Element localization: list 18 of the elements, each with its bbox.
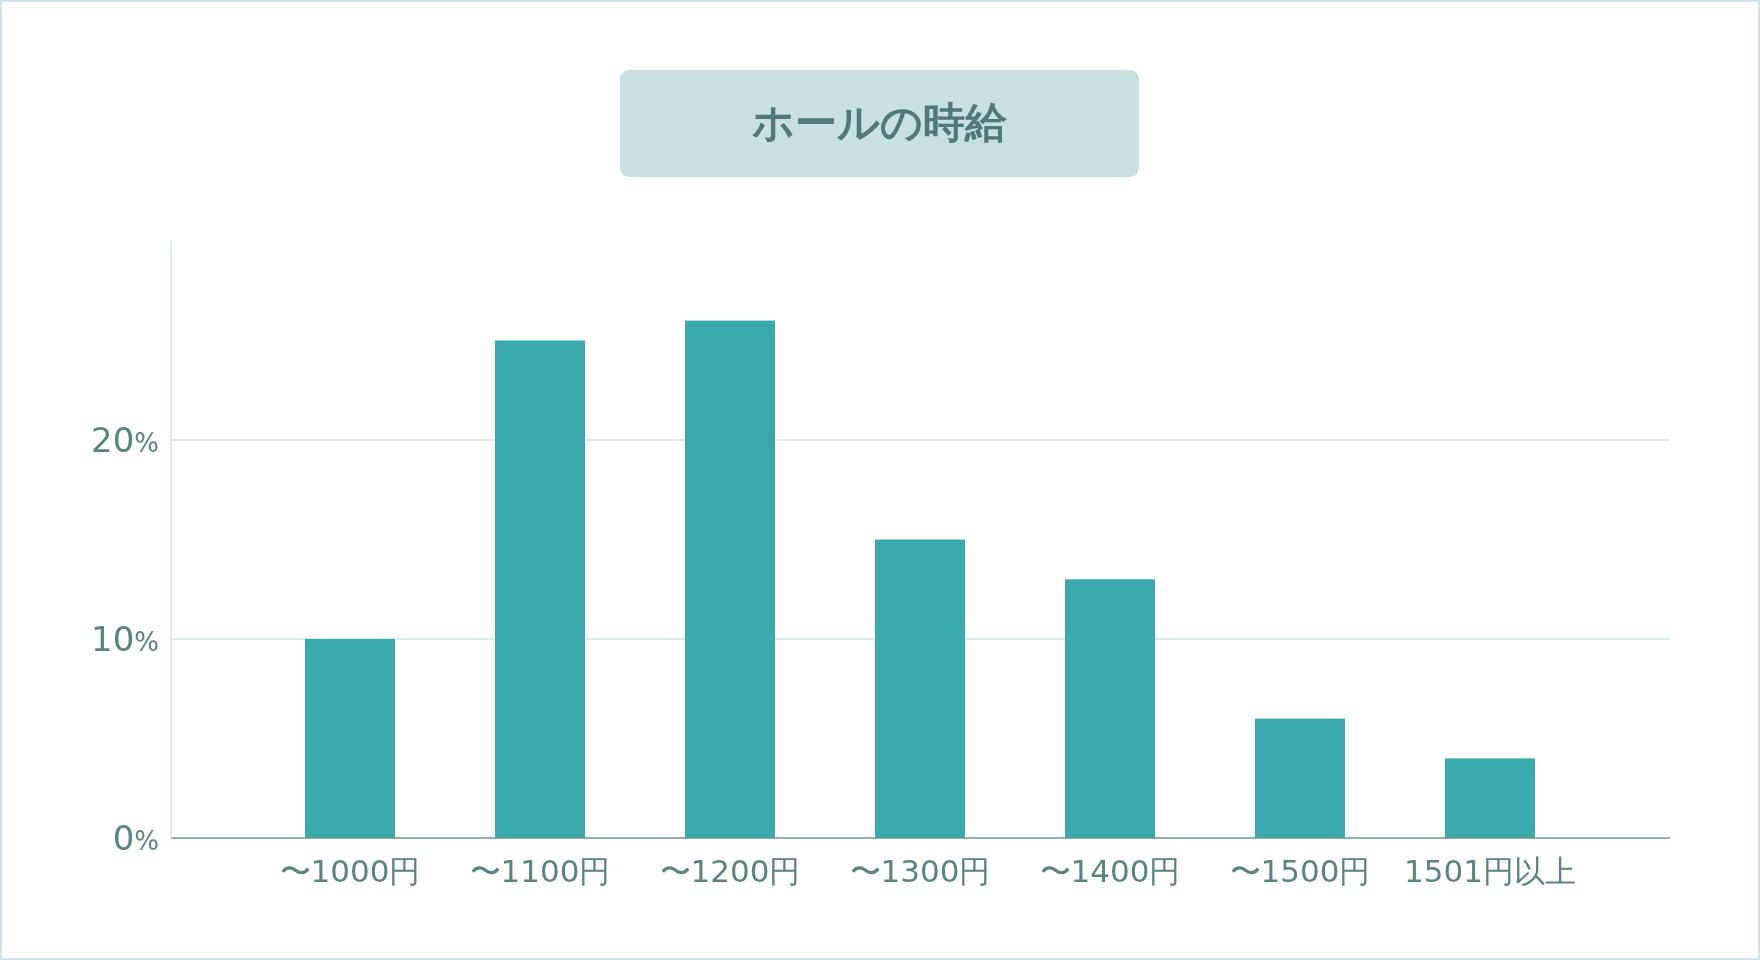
y-tick-label: 0%	[112, 818, 159, 858]
x-tick-label: 1501円以上	[1404, 853, 1576, 889]
x-tick-label: 〜1300円	[849, 853, 991, 889]
x-tick-label: 〜1400円	[1039, 853, 1181, 889]
y-tick-label: 10%	[91, 619, 159, 659]
bar	[1065, 579, 1155, 838]
x-tick-label: 〜1000円	[279, 853, 421, 889]
x-tick-label: 〜1100円	[469, 853, 611, 889]
x-tick-label: 〜1200円	[659, 853, 801, 889]
y-tick-label: 20%	[91, 420, 159, 460]
bar	[875, 539, 965, 838]
bar	[305, 639, 395, 838]
chart-title: ホールの時給	[752, 98, 1008, 147]
bar	[1445, 758, 1535, 838]
bar	[1255, 718, 1345, 838]
bar	[685, 320, 775, 838]
bar	[495, 340, 585, 838]
x-tick-label: 〜1500円	[1229, 853, 1371, 889]
